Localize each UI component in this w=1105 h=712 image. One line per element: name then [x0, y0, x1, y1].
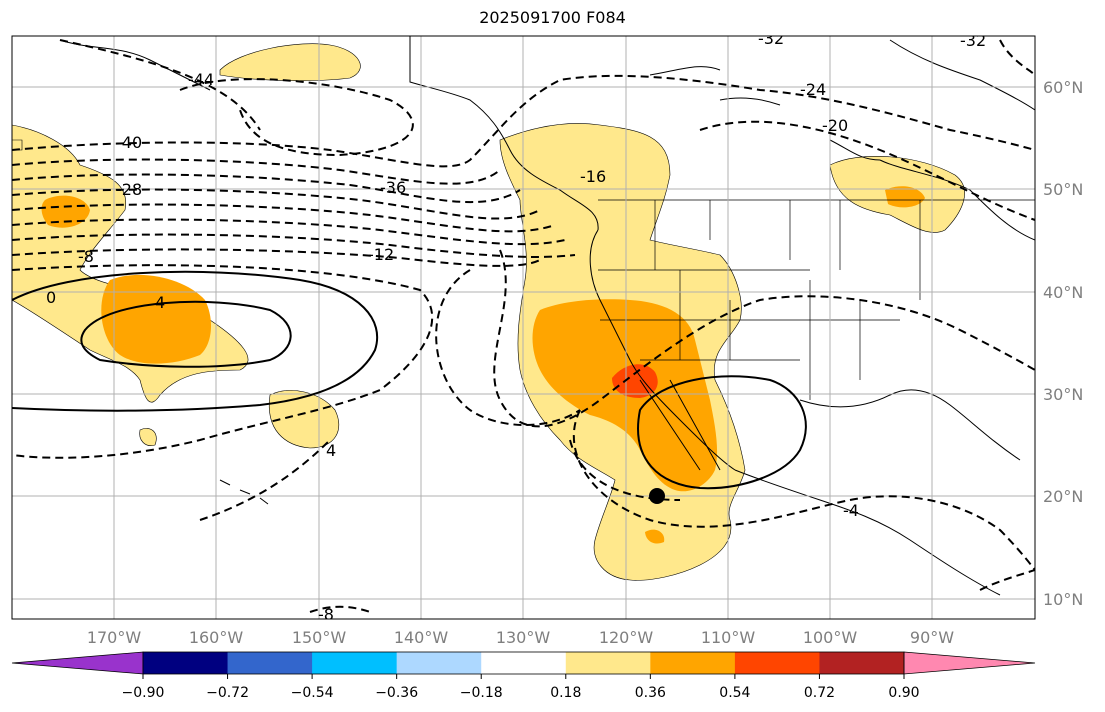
map-frame [11, 35, 1036, 620]
contour-labels: -44 -40 -28 -8 0 4 -36 -12 -16 -24 -20 -… [46, 29, 986, 624]
colorbar-tick-label: 0.54 [719, 685, 750, 701]
political-borders [598, 199, 1035, 400]
contour-label: -16 [580, 167, 606, 186]
coastlines [59, 36, 1035, 596]
contour-label: -24 [800, 80, 826, 99]
storm-center-dot [649, 488, 665, 504]
colorbar-tick-label: −0.90 [122, 685, 165, 701]
negative-contours [12, 39, 1035, 613]
lat-label: 30°N [1043, 385, 1083, 404]
colorbar-tick-label: −0.72 [206, 685, 249, 701]
lat-label: 20°N [1043, 487, 1083, 506]
contour-label: 4 [155, 293, 165, 312]
colorbar-tick-label: −0.54 [291, 685, 334, 701]
contour-label: 0 [46, 288, 56, 307]
lat-label: 10°N [1043, 590, 1083, 609]
colorbar-labels: −0.90 −0.72 −0.54 −0.36 −0.18 0.18 0.36 0.54 0.7… [122, 674, 920, 701]
contour-label: -8 [78, 247, 94, 266]
lon-label: 140°W [394, 628, 449, 647]
contour-label: -36 [380, 178, 406, 197]
colorbar-extend-low [11, 651, 144, 675]
lon-label: 160°W [189, 628, 244, 647]
lon-label: 120°W [599, 628, 654, 647]
lon-label: 170°W [87, 628, 142, 647]
colorbar-tick-label: 0.18 [550, 685, 581, 701]
colorbar-extend-high [903, 651, 1036, 675]
gridlines [12, 36, 1035, 619]
colorbar-segment [481, 652, 567, 674]
lon-label: 150°W [292, 628, 347, 647]
colorbar-segment [312, 652, 398, 674]
contour-label: -28 [116, 180, 142, 199]
contour-label: -32 [758, 29, 784, 48]
contour-label: -32 [960, 31, 986, 50]
colorbar-segment [734, 652, 820, 674]
lon-label: 130°W [496, 628, 551, 647]
contour-label: -44 [188, 70, 214, 89]
lon-label: 100°W [803, 628, 858, 647]
lat-label: 60°N [1043, 78, 1083, 97]
colorbar-tick-label: 0.72 [804, 685, 835, 701]
contour-label: -12 [368, 245, 394, 264]
contour-label: 4 [326, 441, 336, 460]
colorbar-segment [227, 652, 313, 674]
colorbar-segment [819, 652, 905, 674]
colorbar-tick-label: −0.36 [375, 685, 418, 701]
contour-label: -4 [843, 501, 859, 520]
latitude-labels: 60°N 50°N 40°N 30°N 20°N 10°N [1043, 78, 1083, 609]
lat-label: 50°N [1043, 180, 1083, 199]
longitude-labels: 170°W 160°W 150°W 140°W 130°W 120°W 110°… [87, 628, 954, 647]
colorbar-outline [142, 651, 905, 675]
contour-label: -20 [822, 116, 848, 135]
lon-label: 110°W [701, 628, 756, 647]
lon-label: 90°W [910, 628, 954, 647]
map-title: 2025091700 F084 [479, 8, 626, 27]
contour-label: -8 [318, 605, 334, 624]
lat-label: 40°N [1043, 283, 1083, 302]
colorbar-segment [650, 652, 736, 674]
colorbar-segment [143, 652, 229, 674]
contour-label: -40 [116, 133, 142, 152]
colorbar-tick-label: 0.90 [888, 685, 919, 701]
colorbar-segment [565, 652, 651, 674]
colorbar-tick-label: 0.36 [635, 685, 666, 701]
colorbar [11, 651, 1036, 675]
colorbar-segment [396, 652, 482, 674]
colorbar-tick-label: −0.18 [460, 685, 503, 701]
positive-contours [12, 270, 807, 490]
